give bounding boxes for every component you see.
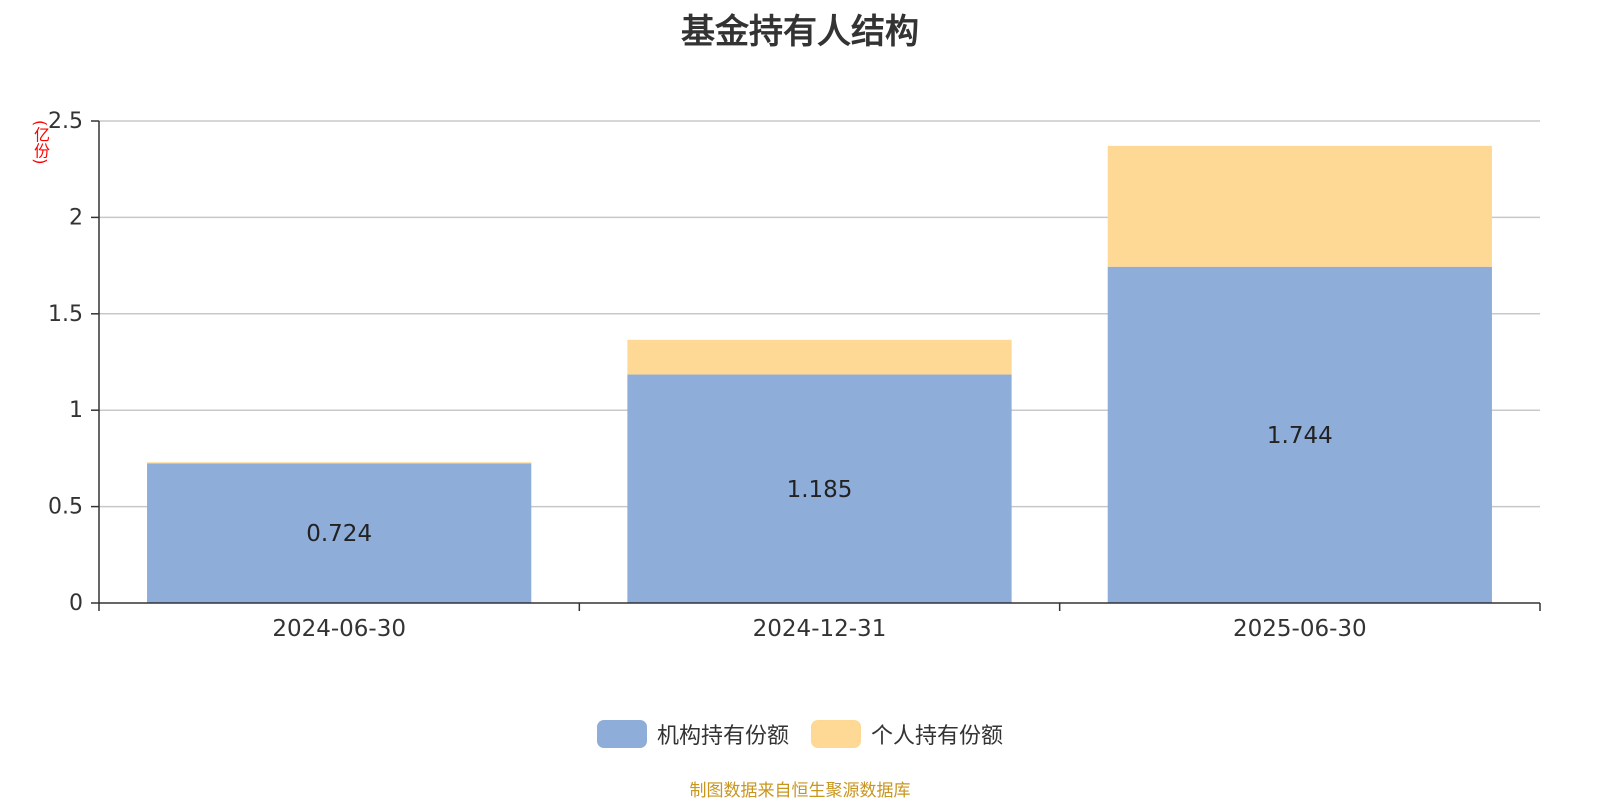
y-tick-label: 0	[69, 591, 83, 616]
legend-label-institutional: 机构持有份额	[656, 724, 789, 749]
bars	[147, 145, 1492, 603]
y-tick-label: 0.5	[48, 495, 83, 520]
x-tick-label: 2025-06-30	[1233, 616, 1367, 642]
legend-label-individual: 个人持有份额	[871, 724, 1004, 749]
y-tick-label: 1.5	[48, 302, 83, 327]
legend-item-individual[interactable]: 个人持有份额	[811, 718, 1003, 750]
y-axis-unit-label: (亿份)	[31, 120, 50, 165]
chart-title: 基金持有人结构	[681, 12, 919, 52]
legend-item-institutional[interactable]: 机构持有份额	[596, 718, 789, 750]
data-labels: 0.724 1.185 1.744	[306, 423, 1333, 547]
data-label-institutional: 1.744	[1267, 423, 1333, 449]
x-tick-label: 2024-06-30	[272, 616, 406, 642]
bar-individual-2024-06-30	[147, 462, 532, 464]
data-source-note: 制图数据来自恒生聚源数据库	[689, 781, 911, 801]
bar-institutional-2025-06-30	[1107, 266, 1492, 603]
legend-swatch-individual	[811, 720, 861, 748]
x-tick-label: 2024-12-31	[753, 616, 887, 642]
y-tick-label: 1	[69, 398, 83, 423]
legend: 机构持有份额 个人持有份额	[0, 718, 1600, 750]
bar-institutional-2024-06-30	[147, 463, 532, 603]
axes: 0 0.5 1 1.5 2 2.5 2024-06-30 2024-12-31 2025-06-…	[48, 109, 1541, 642]
bar-individual-2024-12-31	[627, 339, 1012, 375]
bar-chart: 0 0.5 1 1.5 2 2.5 2024-06-30 2024-12-31 2025-06-…	[48, 109, 1541, 642]
data-label-institutional: 0.724	[306, 521, 372, 547]
bar-individual-2025-06-30	[1107, 145, 1492, 267]
y-tick-label: 2.5	[48, 109, 83, 134]
bar-institutional-2024-12-31	[627, 374, 1012, 603]
data-label-institutional: 1.185	[787, 477, 853, 503]
legend-swatch-institutional	[596, 720, 647, 748]
y-tick-label: 2	[69, 205, 83, 230]
